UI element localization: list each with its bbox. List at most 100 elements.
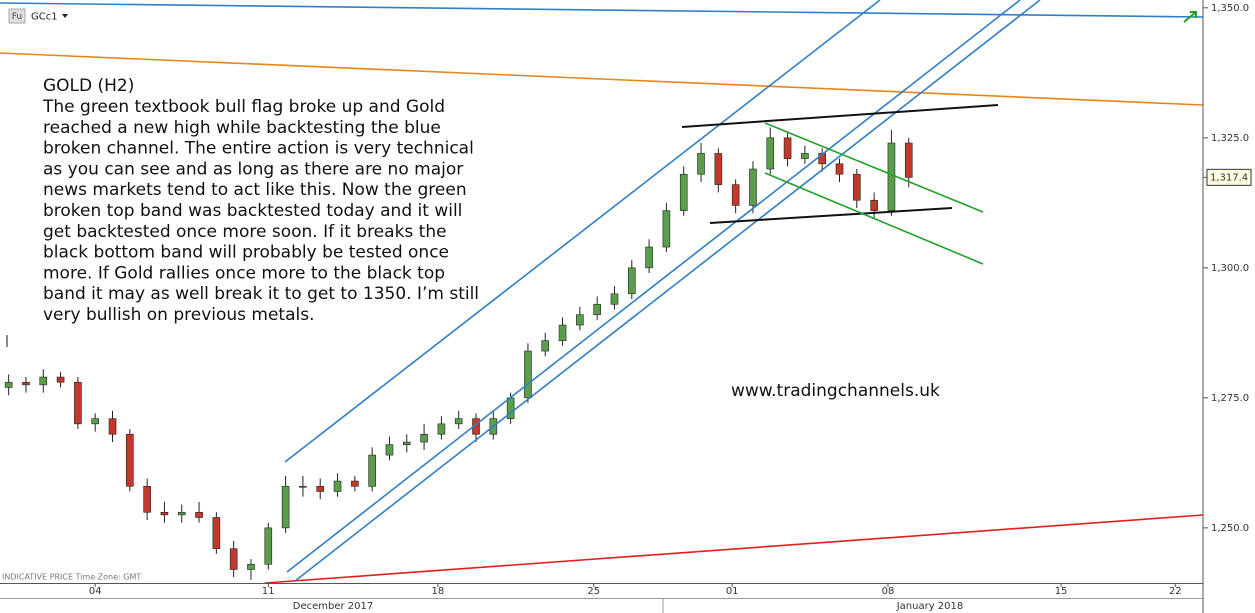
candle-body [749,168,757,206]
candle-body [766,137,775,170]
trendline [284,0,881,463]
x-tick-label: 11 [262,586,275,597]
candle-body [56,376,65,383]
trendline [764,122,984,213]
candle [91,413,100,432]
candle-body [610,293,619,305]
candle [126,429,134,492]
y-tick-label: 1,250.0 [1211,523,1249,534]
candle-body [177,511,186,516]
candle [627,260,636,300]
candle-body [524,350,532,399]
trendline [264,514,1204,584]
candle-body [368,454,376,487]
candle-body [229,548,238,570]
dropdown-icon[interactable] [62,14,68,18]
candle-body [645,246,653,269]
annotation-line: more. If Gold rallies once more to the b… [43,263,445,283]
symbol-badge-box [8,8,26,24]
x-tick-label: 01 [726,586,739,597]
candle-body [576,314,584,326]
month-label: January 2018 [896,601,964,612]
trendlines [0,0,1204,584]
candle [22,377,30,393]
annotation-line: very bullish on previous metals. [43,305,315,325]
candle-body [385,444,394,456]
candle [143,478,151,521]
plot-area [4,127,913,580]
annotation-line: band it may as well break it to get to 1… [43,284,479,304]
candle [420,423,428,450]
candle [212,512,221,554]
candle [108,410,117,443]
candle-body [714,153,723,185]
candle [264,522,273,570]
candle [645,239,653,274]
candle [610,286,619,310]
trendline [764,172,984,265]
candle [904,137,913,188]
x-tick-label: 04 [89,586,102,597]
candle-body [904,142,913,178]
candle-body [351,480,359,487]
candle [679,166,688,216]
annotation-title: GOLD (H2) [43,76,134,96]
candle [801,145,809,164]
annotation-line: black bottom band will probably be teste… [43,243,449,263]
candle [731,179,740,214]
candle-body [783,137,792,159]
trendline [0,52,1204,106]
candle [749,161,757,214]
axes-frame [0,0,1204,613]
candle-body [143,485,151,513]
candle-body [108,418,117,435]
candle-body [627,267,636,295]
candle-body [801,153,809,159]
candle-body [835,163,844,175]
candle [281,475,290,534]
candle-body [454,418,463,425]
candle [195,501,203,523]
symbol[interactable]: GCc1 [31,12,58,23]
candle [558,317,567,346]
candle [714,148,723,193]
candle-body [39,376,48,386]
candle-body [402,441,411,445]
candle-body [264,527,273,565]
trendline [286,0,1021,573]
candle-body [662,210,671,248]
y-tick-label: 1,325.0 [1211,133,1249,144]
annotation-line: get backtested once more soon. If it bre… [43,222,447,242]
trendline [681,104,999,128]
candle-body [593,303,601,315]
candle-body [558,324,567,341]
candle-body [679,173,688,211]
candle [39,369,48,393]
candle [333,473,342,497]
candle [368,447,376,492]
month-label: December 2017 [293,601,373,612]
x-tick-label: 08 [882,586,895,597]
candle [662,202,671,253]
candle-body [4,381,13,388]
annotation-line: news markets tend to act like this. Now … [43,180,467,200]
y-tick-label: 1,300.0 [1211,263,1249,274]
footer-note: INDICATIVE PRICE Time Zone: GMT [2,573,141,582]
candle-body [870,199,878,211]
candle [402,434,411,453]
annotation-line: broken top band was backtested today and… [43,201,462,221]
candle [576,306,584,331]
annotation-line: reached a new high while backtesting the… [43,118,441,138]
candle [593,296,601,320]
x-tick-label: 18 [432,586,445,597]
candle [229,540,238,578]
candle [870,192,878,219]
candle [4,374,13,396]
candle [524,343,532,404]
candle [56,371,65,388]
candle-body [195,511,203,518]
watermark: www.tradingchannels.uk [731,381,940,401]
x-tick-label: 22 [1169,586,1182,597]
candle [783,132,792,167]
last-price-label: 1,317.4 [1210,172,1248,183]
